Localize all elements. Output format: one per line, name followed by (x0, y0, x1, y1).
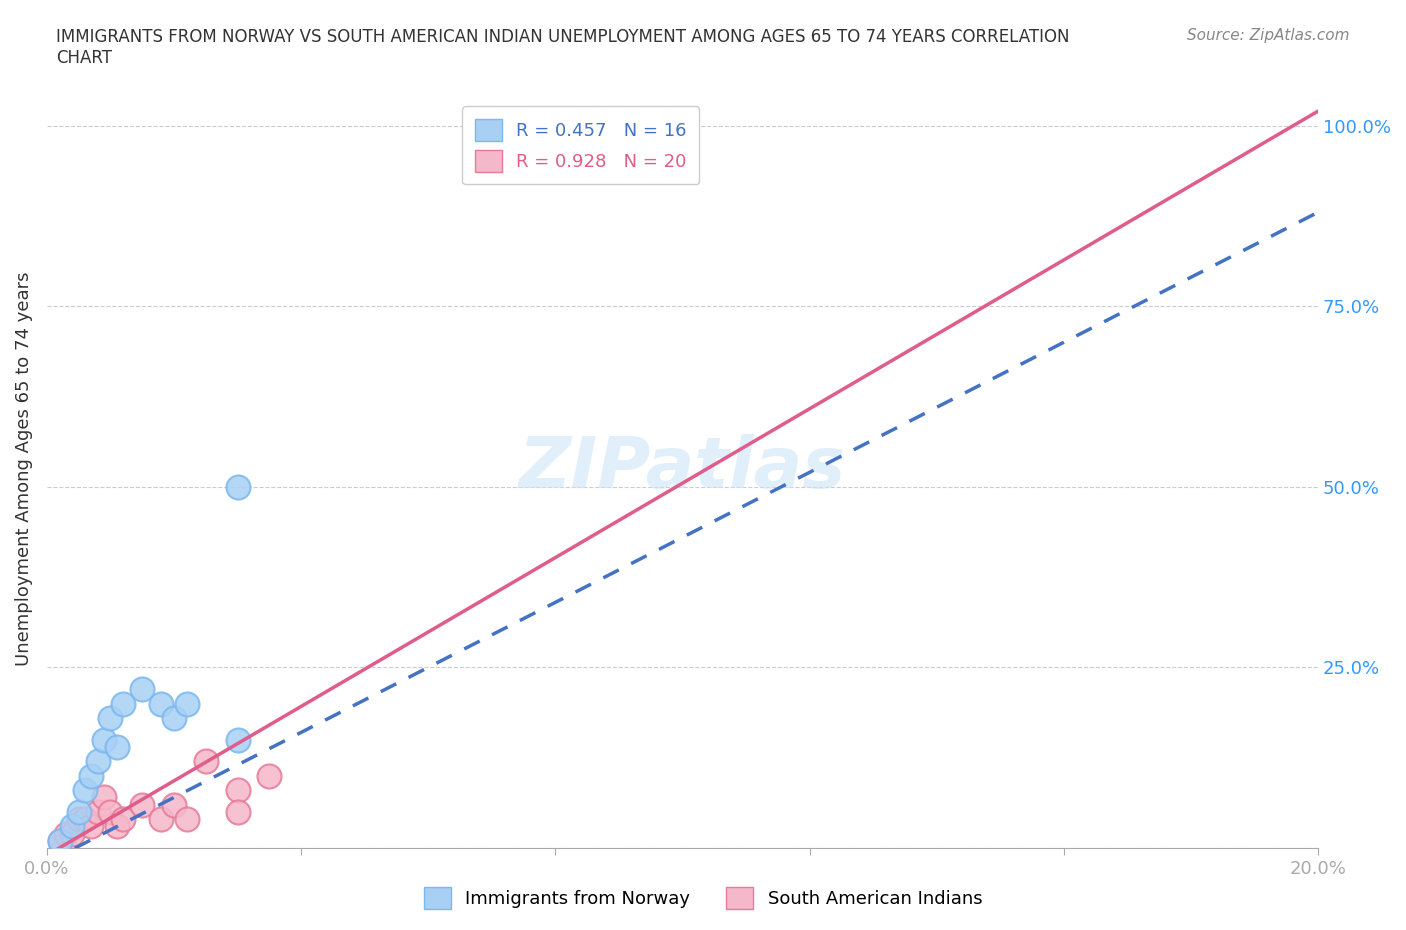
Point (100, 804, 122, 819)
Point (87, 754, 110, 769)
Point (73, 783, 96, 798)
Point (131, 797, 153, 812)
Legend: R = 0.457   N = 16, R = 0.928   N = 20: R = 0.457 N = 16, R = 0.928 N = 20 (463, 106, 699, 184)
Point (150, 696, 173, 711)
Text: IMMIGRANTS FROM NORWAY VS SOUTH AMERICAN INDIAN UNEMPLOYMENT AMONG AGES 65 TO 74: IMMIGRANTS FROM NORWAY VS SOUTH AMERICAN… (56, 28, 1070, 67)
Point (60, 826, 83, 841)
Point (163, 797, 186, 812)
Point (93, 732, 115, 747)
Point (73, 812, 96, 827)
Point (607, 133, 630, 148)
Point (131, 682, 153, 697)
Point (194, 754, 217, 769)
Point (67, 804, 90, 819)
Point (55, 826, 77, 841)
Point (100, 711, 122, 725)
Text: Source: ZipAtlas.com: Source: ZipAtlas.com (1187, 28, 1350, 43)
Point (60, 819, 83, 834)
Point (67, 812, 90, 827)
Point (226, 804, 249, 819)
Point (80, 768, 103, 783)
Point (87, 804, 110, 819)
Point (48, 833, 70, 848)
Point (105, 739, 128, 754)
Point (48, 833, 70, 848)
Point (112, 696, 135, 711)
Y-axis label: Unemployment Among Ages 65 to 74 years: Unemployment Among Ages 65 to 74 years (15, 272, 32, 666)
Point (226, 479, 249, 494)
Point (112, 812, 135, 827)
Point (226, 732, 249, 747)
Point (80, 819, 103, 834)
Point (259, 768, 281, 783)
Point (163, 711, 186, 725)
Point (176, 696, 198, 711)
Point (93, 790, 115, 804)
Text: ZIPatlas: ZIPatlas (519, 434, 846, 503)
Point (150, 812, 173, 827)
Point (176, 812, 198, 827)
Point (105, 819, 128, 834)
Point (226, 783, 249, 798)
Legend: Immigrants from Norway, South American Indians: Immigrants from Norway, South American I… (416, 880, 990, 916)
